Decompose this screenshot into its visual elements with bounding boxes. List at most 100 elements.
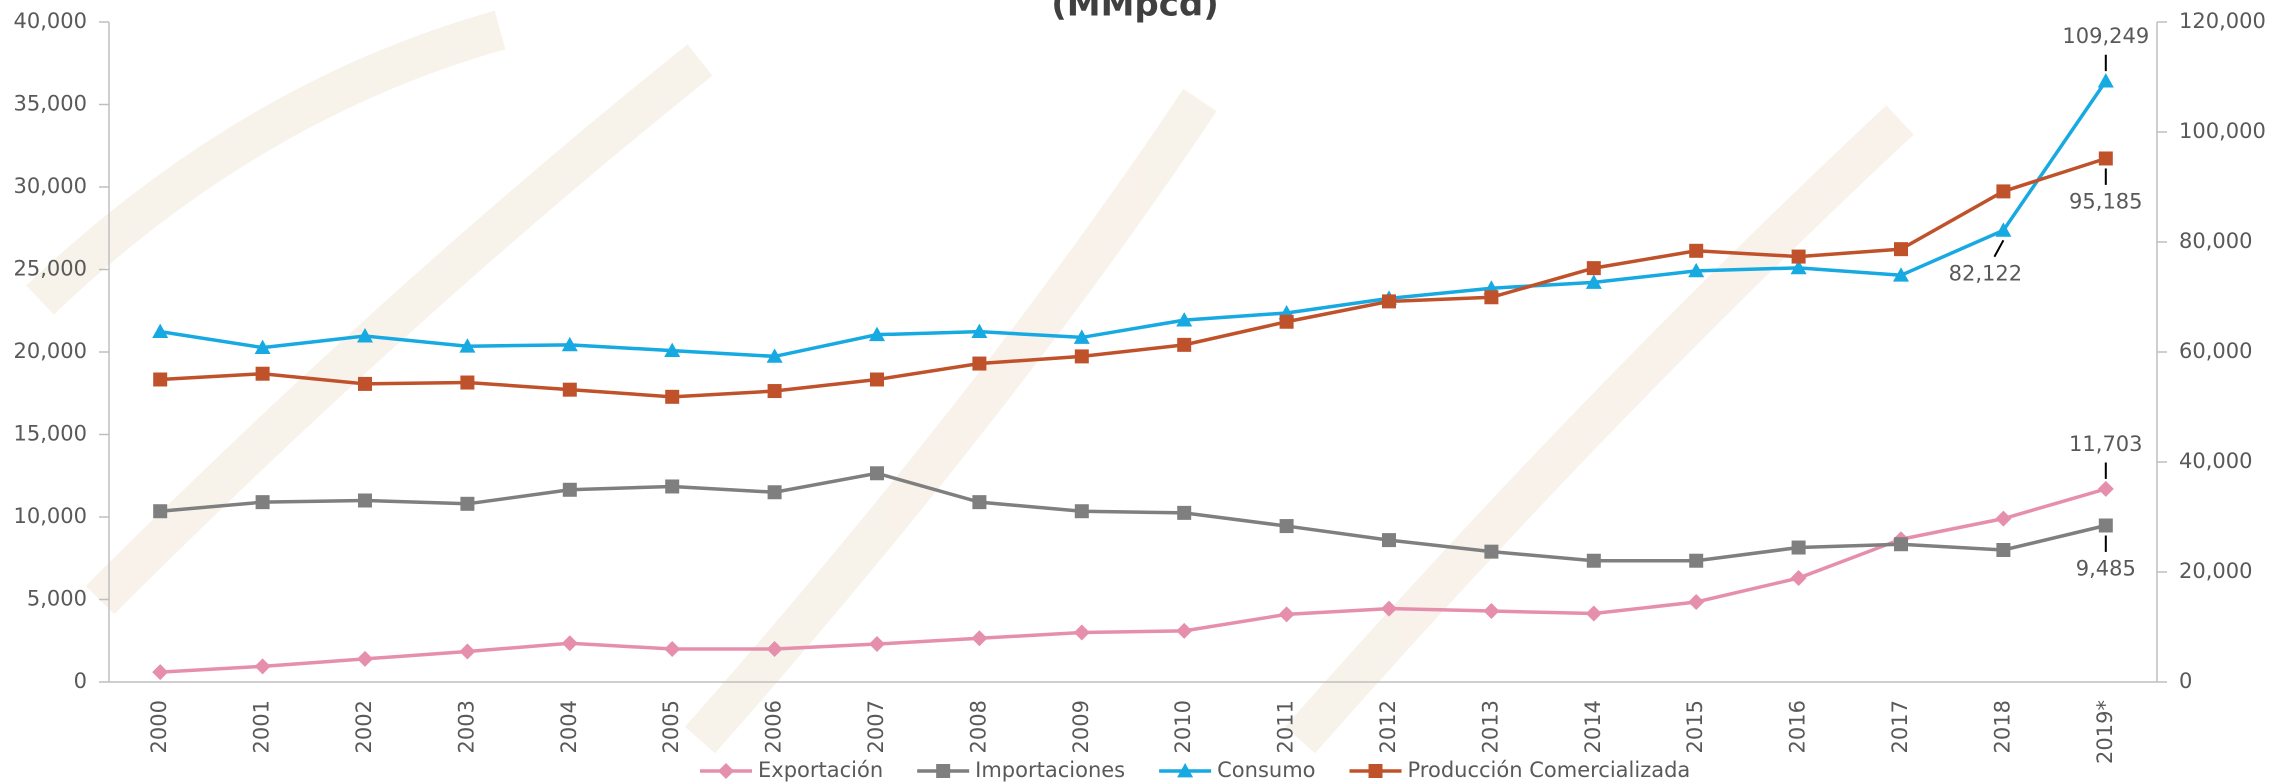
data-point — [254, 658, 271, 675]
data-point — [1074, 504, 1089, 519]
data-point — [2097, 73, 2114, 88]
label-leader — [1993, 239, 2005, 258]
data-point — [1176, 622, 1193, 639]
data-point — [1279, 519, 1294, 534]
data-point — [153, 504, 168, 519]
data-point — [1177, 505, 1192, 520]
data-point — [1074, 349, 1089, 364]
watermark — [26, 10, 1914, 754]
data-label: 82,122 — [1949, 261, 2022, 285]
x-tick-label: 2012 — [1376, 700, 1400, 753]
data-point — [1791, 540, 1806, 555]
y-tick-label: 35,000 — [14, 92, 87, 116]
data-point — [357, 328, 373, 343]
data-point — [254, 339, 271, 354]
data-point — [1382, 533, 1396, 548]
data-point — [1484, 290, 1499, 305]
series-line — [160, 156, 2107, 399]
y-tick-label: 5,000 — [27, 587, 87, 611]
data-point — [665, 389, 680, 404]
data-point — [971, 630, 988, 647]
data-point — [1995, 222, 2012, 237]
data-point — [870, 372, 884, 387]
data-point — [2098, 518, 2113, 533]
legend-label: Exportación — [758, 758, 883, 782]
x-tick-label: 2004 — [557, 700, 581, 753]
x-tick-label: 2011 — [1274, 700, 1298, 753]
x-tick-label: 2001 — [250, 700, 274, 753]
data-point — [561, 635, 578, 652]
data-point — [358, 493, 372, 508]
x-tick-label: 2017 — [1888, 700, 1912, 753]
legend-marker — [1368, 764, 1383, 778]
legend-marker — [1177, 763, 1194, 778]
series-line — [160, 471, 2107, 563]
data-point — [664, 342, 681, 358]
data-point — [1894, 242, 1908, 257]
data-point — [1586, 553, 1601, 568]
x-tick-label: 2019* — [2093, 700, 2117, 764]
data-point — [2097, 480, 2114, 497]
data-point — [1893, 267, 1909, 282]
y2-tick-label: 0 — [2179, 669, 2192, 693]
legend-label: Producción Comercializada — [1408, 758, 1691, 782]
data-point — [767, 384, 782, 399]
x-tick-label: 2013 — [1478, 700, 1502, 753]
data-point — [1688, 593, 1705, 610]
data-point — [561, 336, 578, 352]
y-tick-label: 10,000 — [14, 504, 87, 528]
y-tick-label: 0 — [74, 669, 87, 693]
data-point — [1382, 294, 1396, 309]
data-point — [869, 636, 885, 653]
y2-tick-label: 120,000 — [2179, 9, 2266, 33]
data-point — [562, 482, 577, 497]
data-label: 109,249 — [2062, 24, 2149, 48]
data-point — [1483, 603, 1500, 620]
data-point — [971, 323, 988, 339]
data-point — [1586, 261, 1601, 276]
data-point — [459, 643, 476, 660]
data-point — [1585, 605, 1602, 622]
legend-label: Importaciones — [975, 758, 1125, 782]
x-tick-label: 2000 — [147, 700, 171, 753]
x-tick-label: 2014 — [1581, 700, 1605, 753]
data-point — [1278, 606, 1295, 623]
data-point — [1996, 184, 2011, 199]
data-point — [1689, 243, 1704, 258]
data-point — [152, 323, 169, 339]
data-point — [1995, 510, 2012, 527]
legend-label: Consumo — [1217, 758, 1315, 782]
data-point — [1791, 249, 1806, 264]
x-tick-label: 2006 — [762, 700, 786, 753]
series-line — [160, 487, 2107, 674]
x-tick-label: 2003 — [454, 700, 478, 753]
data-point — [1790, 259, 1807, 275]
y2-tick-label: 80,000 — [2179, 229, 2252, 253]
data-point — [1790, 570, 1807, 587]
x-tick-label: 2008 — [966, 700, 990, 753]
y-tick-label: 25,000 — [14, 257, 87, 281]
data-point — [665, 479, 680, 494]
data-point — [1484, 544, 1499, 559]
data-point — [1996, 543, 2011, 557]
x-tick-label: 2002 — [352, 700, 376, 753]
data-label: 95,185 — [2069, 189, 2142, 213]
data-point — [1688, 262, 1705, 278]
data-point — [1073, 329, 1090, 344]
data-point — [1176, 312, 1193, 327]
data-label: 11,703 — [2069, 432, 2142, 456]
y-tick-label: 20,000 — [14, 339, 87, 363]
data-point — [1073, 624, 1090, 641]
data-point — [255, 366, 270, 381]
data-point — [152, 664, 169, 681]
data-point — [766, 641, 783, 657]
y2-tick-label: 100,000 — [2179, 119, 2266, 143]
y2-tick-label: 20,000 — [2179, 559, 2252, 583]
legend-marker — [936, 764, 951, 778]
data-point — [972, 495, 987, 510]
x-tick-label: 2016 — [1786, 700, 1810, 753]
series-line — [159, 80, 2108, 359]
data-point — [1177, 337, 1192, 352]
y-tick-label: 30,000 — [14, 174, 87, 198]
